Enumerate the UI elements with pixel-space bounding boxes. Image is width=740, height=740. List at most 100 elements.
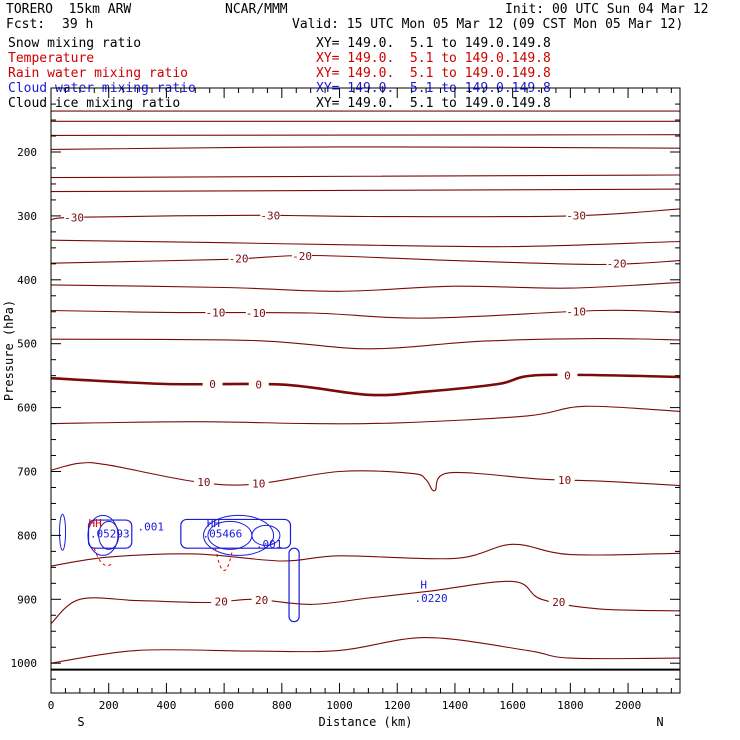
y-tick-label: 800 xyxy=(17,529,37,542)
temperature-label-bg xyxy=(248,477,269,490)
temperature-label: -30 xyxy=(566,210,586,223)
forecast-label: Fcst: xyxy=(6,17,46,32)
temperature-label: -10 xyxy=(566,305,586,318)
x-tick-label: 800 xyxy=(272,699,292,712)
temperature-label: -10 xyxy=(246,307,266,320)
legend-temperature: Temperature xyxy=(8,51,95,66)
forecast-hour: 39 h xyxy=(62,17,94,32)
temperature-contour xyxy=(51,146,680,150)
cloud-water-contour xyxy=(203,514,275,556)
x-tick-label: 1800 xyxy=(557,699,584,712)
x-tick-label: 1600 xyxy=(499,699,526,712)
temperature-contour xyxy=(51,239,680,248)
cloud-water-maximum-label: HH xyxy=(207,517,220,530)
temperature-label-bg xyxy=(64,211,85,224)
cloud-water-contour xyxy=(98,520,120,550)
temperature-contour xyxy=(51,309,680,319)
cloud-water-maximum-value: .0220 xyxy=(415,592,448,605)
x-tick-label: 2000 xyxy=(615,699,642,712)
xy-cloud-ice: XY= 149.0. 5.1 to 149.0.149.8 xyxy=(316,96,551,111)
y-tick-label: 200 xyxy=(17,146,37,159)
y-tick-label: 600 xyxy=(17,402,37,415)
plot-frame xyxy=(50,87,681,694)
x-axis-label: Distance (km) xyxy=(319,715,413,729)
temperature-label-bg xyxy=(557,369,578,382)
temperature-label: 20 xyxy=(215,596,228,609)
temperature-label: -30 xyxy=(260,209,280,222)
temperature-contour xyxy=(51,281,680,292)
temperature-label: 10 xyxy=(252,477,265,490)
rain-water-contour xyxy=(214,548,234,571)
y-tick-label: 300 xyxy=(17,210,37,223)
temperature-label: -30 xyxy=(64,212,84,225)
legend-rain: Rain water mixing ratio xyxy=(8,66,189,81)
temperature-label-bg xyxy=(248,378,269,391)
x-tick-label: 400 xyxy=(156,699,176,712)
org-label: NCAR/MMM xyxy=(225,2,288,17)
temperature-label: 10 xyxy=(197,476,210,489)
legend-cloud-ice: Cloud ice mixing ratio xyxy=(8,96,181,111)
temperature-contour xyxy=(51,254,680,266)
cloud-water-maximum-label: H xyxy=(420,578,427,591)
cloud-water-maximum-value: .05293 xyxy=(90,527,130,540)
temperature-label-bg xyxy=(202,378,223,391)
temperature-label: 20 xyxy=(552,596,565,609)
y-tick-label: 400 xyxy=(17,274,37,287)
cloud-water-contour xyxy=(59,513,67,551)
y-axis-label: Pressure (hPa) xyxy=(2,300,16,401)
x-tick-label: 1200 xyxy=(384,699,411,712)
cloud-water-contour xyxy=(87,519,133,549)
temperature-label-bg xyxy=(606,257,627,270)
rain-water-contour xyxy=(93,548,112,567)
temperature-label: 20 xyxy=(255,594,268,607)
y-tick-label: 500 xyxy=(17,338,37,351)
temperature-contour xyxy=(51,637,680,664)
temperature-contour xyxy=(51,405,680,425)
cloud-water-contour xyxy=(180,518,292,549)
init-time: Init: 00 UTC Sun 04 Mar 12 xyxy=(505,2,709,17)
temperature-contour xyxy=(51,338,680,350)
temperature-label-bg xyxy=(245,306,266,319)
temperature-contour xyxy=(51,134,680,136)
valid-time: Valid: 15 UTC Mon 05 Mar 12 (09 CST Mon … xyxy=(292,17,684,32)
legend-snow: Snow mixing ratio xyxy=(8,36,142,51)
temperature-label-bg xyxy=(566,209,587,222)
temperature-label-bg xyxy=(193,476,214,489)
temperature-label: -10 xyxy=(206,307,226,320)
x-tick-label: 200 xyxy=(99,699,119,712)
temperature-label-bg xyxy=(566,305,587,318)
y-tick-label: 700 xyxy=(17,466,37,479)
y-tick-label: 900 xyxy=(17,593,37,606)
temperature-label-bg xyxy=(548,596,569,609)
temperature-label: 0 xyxy=(564,369,571,382)
temperature-label-bg xyxy=(211,595,232,608)
temperature-contour xyxy=(51,580,680,625)
temperature-label-bg xyxy=(251,594,272,607)
cloud-water-contour xyxy=(251,524,281,546)
south-end-label: S xyxy=(77,715,84,729)
temperature-label-bg xyxy=(260,209,281,222)
temperature-contour xyxy=(51,543,680,567)
x-tick-label: 600 xyxy=(214,699,234,712)
y-tick-label: 1000 xyxy=(11,657,38,670)
cloud-water-maximum-value: .05466 xyxy=(202,527,242,540)
temperature-label: -20 xyxy=(292,250,312,263)
temperature-label: 0 xyxy=(209,378,216,391)
temperature-label-bg xyxy=(228,252,249,265)
temperature-label-bg xyxy=(205,306,226,319)
temperature-contour xyxy=(51,188,680,193)
x-tick-label: 1400 xyxy=(442,699,469,712)
temperature-contour xyxy=(51,462,680,492)
xy-rain: XY= 149.0. 5.1 to 149.0.149.8 xyxy=(316,66,551,81)
cloud-water-contour-label: .001 xyxy=(138,520,165,533)
temperature-contour xyxy=(51,174,680,179)
xy-snow: XY= 149.0. 5.1 to 149.0.149.8 xyxy=(316,36,551,51)
x-tick-label: 1000 xyxy=(326,699,353,712)
north-end-label: N xyxy=(656,715,663,729)
temperature-label-bg xyxy=(554,473,575,486)
temperature-label: 0 xyxy=(255,378,262,391)
rain-maximum-label: HH xyxy=(89,517,102,530)
temperature-label: 10 xyxy=(558,474,571,487)
